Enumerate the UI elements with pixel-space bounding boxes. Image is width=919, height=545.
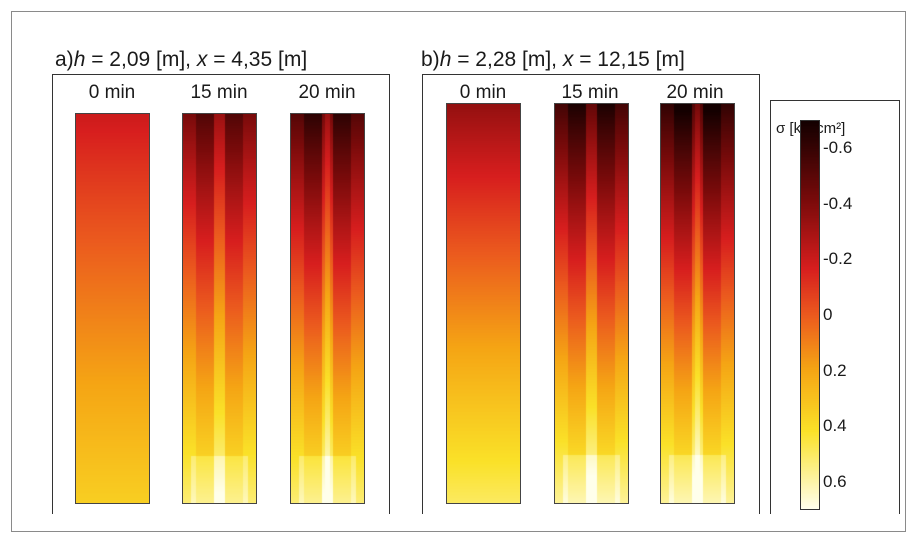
panel-a-h-value: = 2,09 [m], [85, 48, 197, 71]
panel-b-box [422, 74, 760, 514]
panel-a-h-symbol: h [73, 48, 86, 71]
panel-a-title: a)h = 2,09 [m], x = 4,35 [m] [55, 48, 307, 72]
panel-b-h-value: = 2,28 [m], [451, 48, 563, 71]
panel-b-title: b)h = 2,28 [m], x = 12,15 [m] [421, 48, 685, 72]
figure-frame [11, 11, 906, 532]
panel-a-bar-0 [75, 113, 150, 504]
panel-b-time-2: 20 min [666, 82, 724, 103]
panel-a-time-0: 0 min [88, 82, 136, 103]
panel-b-x-symbol: x [562, 48, 574, 71]
panel-a-bar-2 [290, 113, 365, 504]
panel-a-label: a) [55, 48, 74, 71]
panel-b-h-symbol: h [439, 48, 452, 71]
colorbar-tick-label: -0.2 [823, 249, 853, 269]
colorbar-tick-label: 0 [823, 305, 833, 324]
colorbar-gradient [800, 120, 820, 510]
panel-b-bar-2 [660, 103, 735, 504]
colorbar-tick-label: 0.6 [823, 472, 847, 492]
panel-a-time-2: 20 min [298, 82, 356, 103]
colorbar-box [770, 100, 900, 514]
panel-a-time-1: 15 min [190, 82, 248, 103]
panel-a-box [52, 74, 390, 514]
panel-a-x-value: = 4,35 [m] [207, 48, 308, 71]
panel-a-x-symbol: x [196, 48, 208, 71]
panel-b-bar-0 [446, 103, 521, 504]
colorbar-tick-label: 0.4 [823, 416, 847, 436]
colorbar-tick-label: -0.4 [823, 193, 853, 213]
panel-b-x-value: = 12,15 [m] [573, 48, 685, 71]
panel-b-label: b) [421, 48, 440, 71]
panel-b-time-1: 15 min [561, 82, 619, 103]
colorbar-tick-label: -0.6 [823, 137, 853, 157]
panel-a-bar-1 [182, 113, 257, 504]
colorbar-tick-label: 0.2 [823, 360, 847, 380]
panel-b-time-0: 0 min [459, 82, 507, 103]
panel-b-bar-1 [554, 103, 629, 504]
